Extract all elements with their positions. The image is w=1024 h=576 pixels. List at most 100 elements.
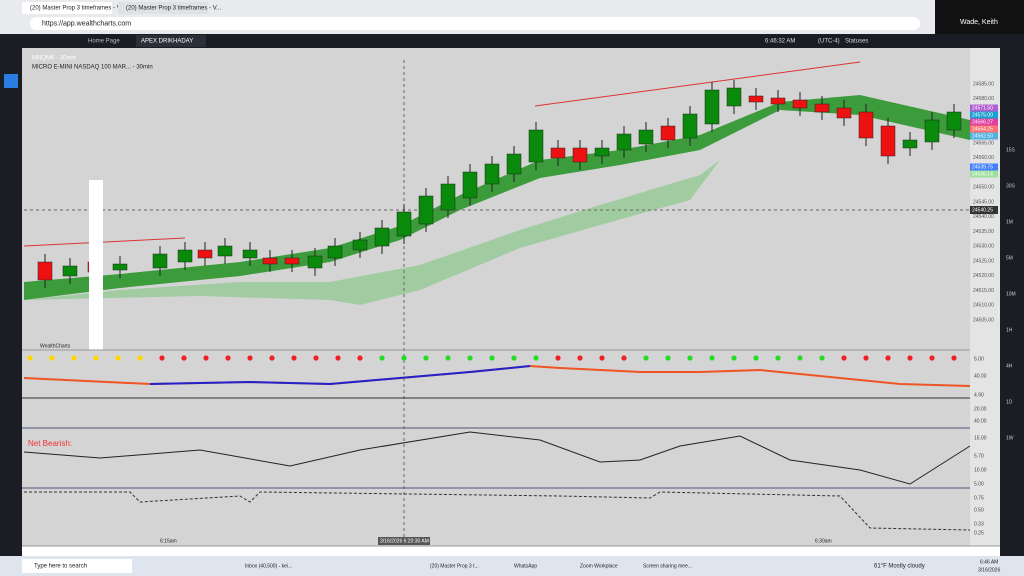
interval[interactable]: 1W: [1006, 435, 1014, 441]
taskbar-app[interactable]: Inbox (40,500) - kei...: [245, 563, 292, 569]
url[interactable]: https://app.wealthcharts.com: [42, 20, 131, 27]
user-box: [935, 0, 1024, 40]
candle: [37, 261, 53, 281]
candle: [616, 133, 632, 151]
candle: [770, 97, 786, 105]
user-name: Wade, Keith: [960, 19, 998, 26]
signal-dot: [137, 355, 143, 361]
right-sidebar: [1000, 34, 1024, 556]
tab[interactable]: [118, 2, 208, 14]
candle: [352, 239, 368, 251]
candle: [242, 249, 258, 259]
panel-label: 15.00: [974, 435, 987, 441]
taskbar-app[interactable]: Screen sharing mee...: [643, 563, 692, 569]
tab[interactable]: [22, 2, 112, 14]
signal-dot: [665, 355, 671, 361]
time-label: 6:15am: [160, 538, 177, 544]
panel-label: 10.00: [974, 467, 987, 473]
interval[interactable]: 30S: [1006, 183, 1016, 189]
taskbar: [0, 556, 1024, 576]
signal-dot: [313, 355, 319, 361]
candle: [858, 111, 874, 139]
signal-dot: [49, 355, 55, 361]
candle: [660, 125, 676, 141]
cloud-lower: [24, 160, 720, 305]
signal-dot: [489, 355, 495, 361]
price-tick: 24580.00: [973, 96, 994, 102]
candle: [462, 171, 478, 199]
candle: [327, 245, 343, 259]
search-box[interactable]: [22, 559, 132, 573]
status[interactable]: Statuses: [845, 39, 868, 45]
signal-dot: [423, 355, 429, 361]
candle: [902, 139, 918, 149]
price-label-box: [970, 125, 998, 133]
signal-dot: [467, 355, 473, 361]
price-tick: 24585.00: [973, 81, 994, 87]
signal-dot: [401, 355, 407, 361]
candle: [112, 263, 128, 271]
interval[interactable]: 5M: [1006, 255, 1013, 261]
price-tick: 24515.00: [973, 288, 994, 294]
interval[interactable]: 1D: [1006, 399, 1013, 405]
signal-dot: [159, 355, 165, 361]
add-button[interactable]: [4, 74, 18, 88]
clock: 6:46:32 AM: [765, 39, 795, 45]
candle: [396, 211, 412, 237]
candle: [814, 103, 830, 113]
price-label-box: [970, 163, 998, 171]
signal-dot: [863, 355, 869, 361]
signal-dot: [687, 355, 693, 361]
signal-dot: [819, 355, 825, 361]
search-placeholder[interactable]: Type here to search: [34, 564, 87, 570]
price-label-box: [970, 132, 998, 140]
candle: [946, 111, 962, 131]
panel-label: 0.50: [974, 507, 984, 513]
signal-dot: [577, 355, 583, 361]
candle: [217, 245, 233, 257]
tab-title[interactable]: (20) Master Prop 3 timeframes - V...: [126, 6, 221, 12]
price-label: 24575.00: [972, 112, 993, 118]
interval[interactable]: 10M: [1006, 291, 1016, 297]
app-tab[interactable]: APEX DRIKHADAY: [141, 39, 193, 45]
interval[interactable]: 1H: [1006, 327, 1013, 333]
tab-title[interactable]: (20) Master Prop 3 timeframes - V...: [30, 6, 125, 12]
price-tick: 24510.00: [973, 303, 994, 309]
panel-label: 40.00: [974, 373, 987, 379]
app-tab[interactable]: Home Page: [88, 39, 120, 45]
signal-dot: [115, 355, 121, 361]
price-tick: 24550.00: [973, 185, 994, 191]
panel-label: 0.25: [974, 530, 984, 536]
candle: [836, 107, 852, 119]
signal-dot: [181, 355, 187, 361]
interval[interactable]: 1M: [1006, 219, 1013, 225]
signal-dot: [93, 355, 99, 361]
trend-line: [23, 237, 186, 247]
candle: [594, 147, 610, 157]
taskbar-app[interactable]: Zoom Workplace: [580, 563, 618, 569]
price-tick: 24520.00: [973, 273, 994, 279]
left-toolbar: [0, 48, 22, 556]
address-bar[interactable]: [30, 17, 920, 30]
taskbar-app[interactable]: (20) Master Prop 3 t...: [430, 563, 479, 569]
taskbar-app[interactable]: WhatsApp: [514, 563, 537, 569]
interval[interactable]: 4H: [1006, 363, 1013, 369]
signal-dot: [775, 355, 781, 361]
interval[interactable]: 15S: [1006, 147, 1016, 153]
signal-dot: [555, 355, 561, 361]
panel-label: 5.00: [974, 481, 984, 487]
signal-dot: [379, 355, 385, 361]
signal-dot: [225, 355, 231, 361]
app-header: [0, 34, 1000, 48]
signal-dot: [445, 355, 451, 361]
candle: [528, 129, 544, 163]
candle: [374, 227, 390, 247]
dashed-oscillator: [24, 491, 971, 531]
timezone: (UTC-4): [818, 39, 840, 45]
signal-dot: [203, 355, 209, 361]
tray-time: 6:46 AM: [980, 559, 998, 565]
signal-dot: [841, 355, 847, 361]
price-tick: 24525.00: [973, 258, 994, 264]
candle: [484, 163, 500, 185]
